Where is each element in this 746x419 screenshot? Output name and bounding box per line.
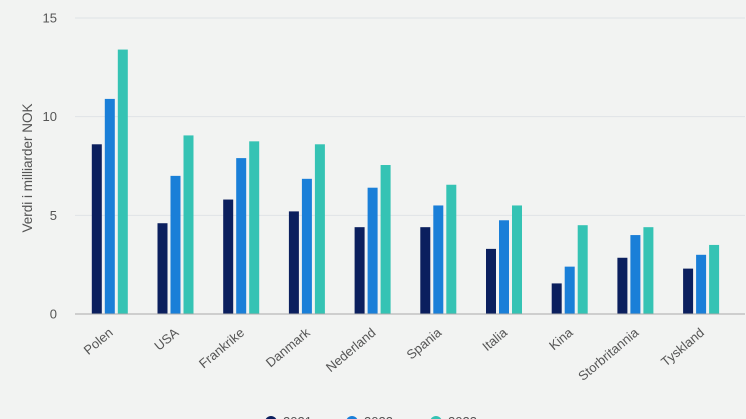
legend-marker-2022 (346, 416, 358, 419)
bar-2023-danmark (314, 144, 325, 314)
bar-2023-italia (512, 205, 522, 314)
x-tick-label: Kina (546, 324, 576, 353)
x-tick-label: Danmark (263, 324, 313, 370)
bar-2022-usa (170, 175, 181, 314)
bar-2021-spania (420, 227, 431, 314)
bar-2023-spania (446, 184, 457, 314)
bar-2021-nederland (354, 227, 365, 314)
legend-marker-2023 (430, 416, 442, 419)
bar-2021-storbritannia (617, 257, 628, 314)
bar-2021-usa (157, 223, 168, 314)
y-tick-label: 15 (43, 11, 57, 26)
bar-2022-frankrike (236, 158, 247, 314)
bar-2022-nederland (367, 187, 378, 314)
legend-label-2022: 2022 (364, 414, 393, 419)
bar-2023-tyskland (709, 244, 720, 314)
y-tick-label: 5 (50, 208, 57, 223)
x-tick-label: Nederland (323, 325, 379, 375)
legend: 2021 2022 2023 (265, 414, 477, 419)
x-tick-label: Spania (404, 324, 445, 362)
bars (91, 49, 720, 314)
x-tick-label: USA (151, 325, 181, 354)
bar-2022-polen (104, 98, 115, 314)
x-tick-label: Tyskland (658, 325, 707, 369)
bar-2022-kina (564, 266, 575, 314)
bar-2022-danmark (301, 178, 312, 314)
x-tick-label: Storbritannia (575, 324, 642, 383)
y-axis-ticks: 0 5 10 15 (43, 11, 57, 322)
bar-2023-storbritannia (643, 227, 654, 314)
x-tick-label: Frankrike (196, 325, 247, 371)
legend-label-2021: 2021 (283, 414, 312, 419)
x-tick-label: Italia (479, 324, 510, 354)
x-axis-ticks: Polen USA Frankrike Danmark Nederland Spania I… (81, 324, 707, 383)
bar-2021-danmark (288, 211, 299, 314)
x-tick-label: Polen (81, 325, 116, 358)
bar-2021-tyskland (683, 268, 694, 314)
bar-2023-kina (577, 225, 588, 314)
bar-2021-kina (551, 283, 562, 314)
y-axis-label: Verdi i milliarder NOK (20, 103, 35, 232)
bar-2021-frankrike (223, 199, 234, 314)
bar-2022-spania (433, 205, 444, 314)
bar-2022-tyskland (696, 254, 707, 314)
bar-2022-italia (499, 220, 509, 314)
bar-2023-nederland (380, 165, 391, 314)
y-tick-label: 10 (43, 109, 57, 124)
legend-marker-2021 (265, 416, 277, 419)
legend-label-2023: 2023 (448, 414, 477, 419)
bar-2023-frankrike (249, 141, 260, 314)
bar-2023-polen (117, 49, 128, 314)
bar-2022-storbritannia (630, 235, 641, 314)
bar-2023-usa (183, 135, 194, 314)
bar-2021-polen (91, 144, 102, 314)
y-tick-label: 0 (50, 307, 57, 322)
bar-2021-italia (486, 248, 496, 314)
